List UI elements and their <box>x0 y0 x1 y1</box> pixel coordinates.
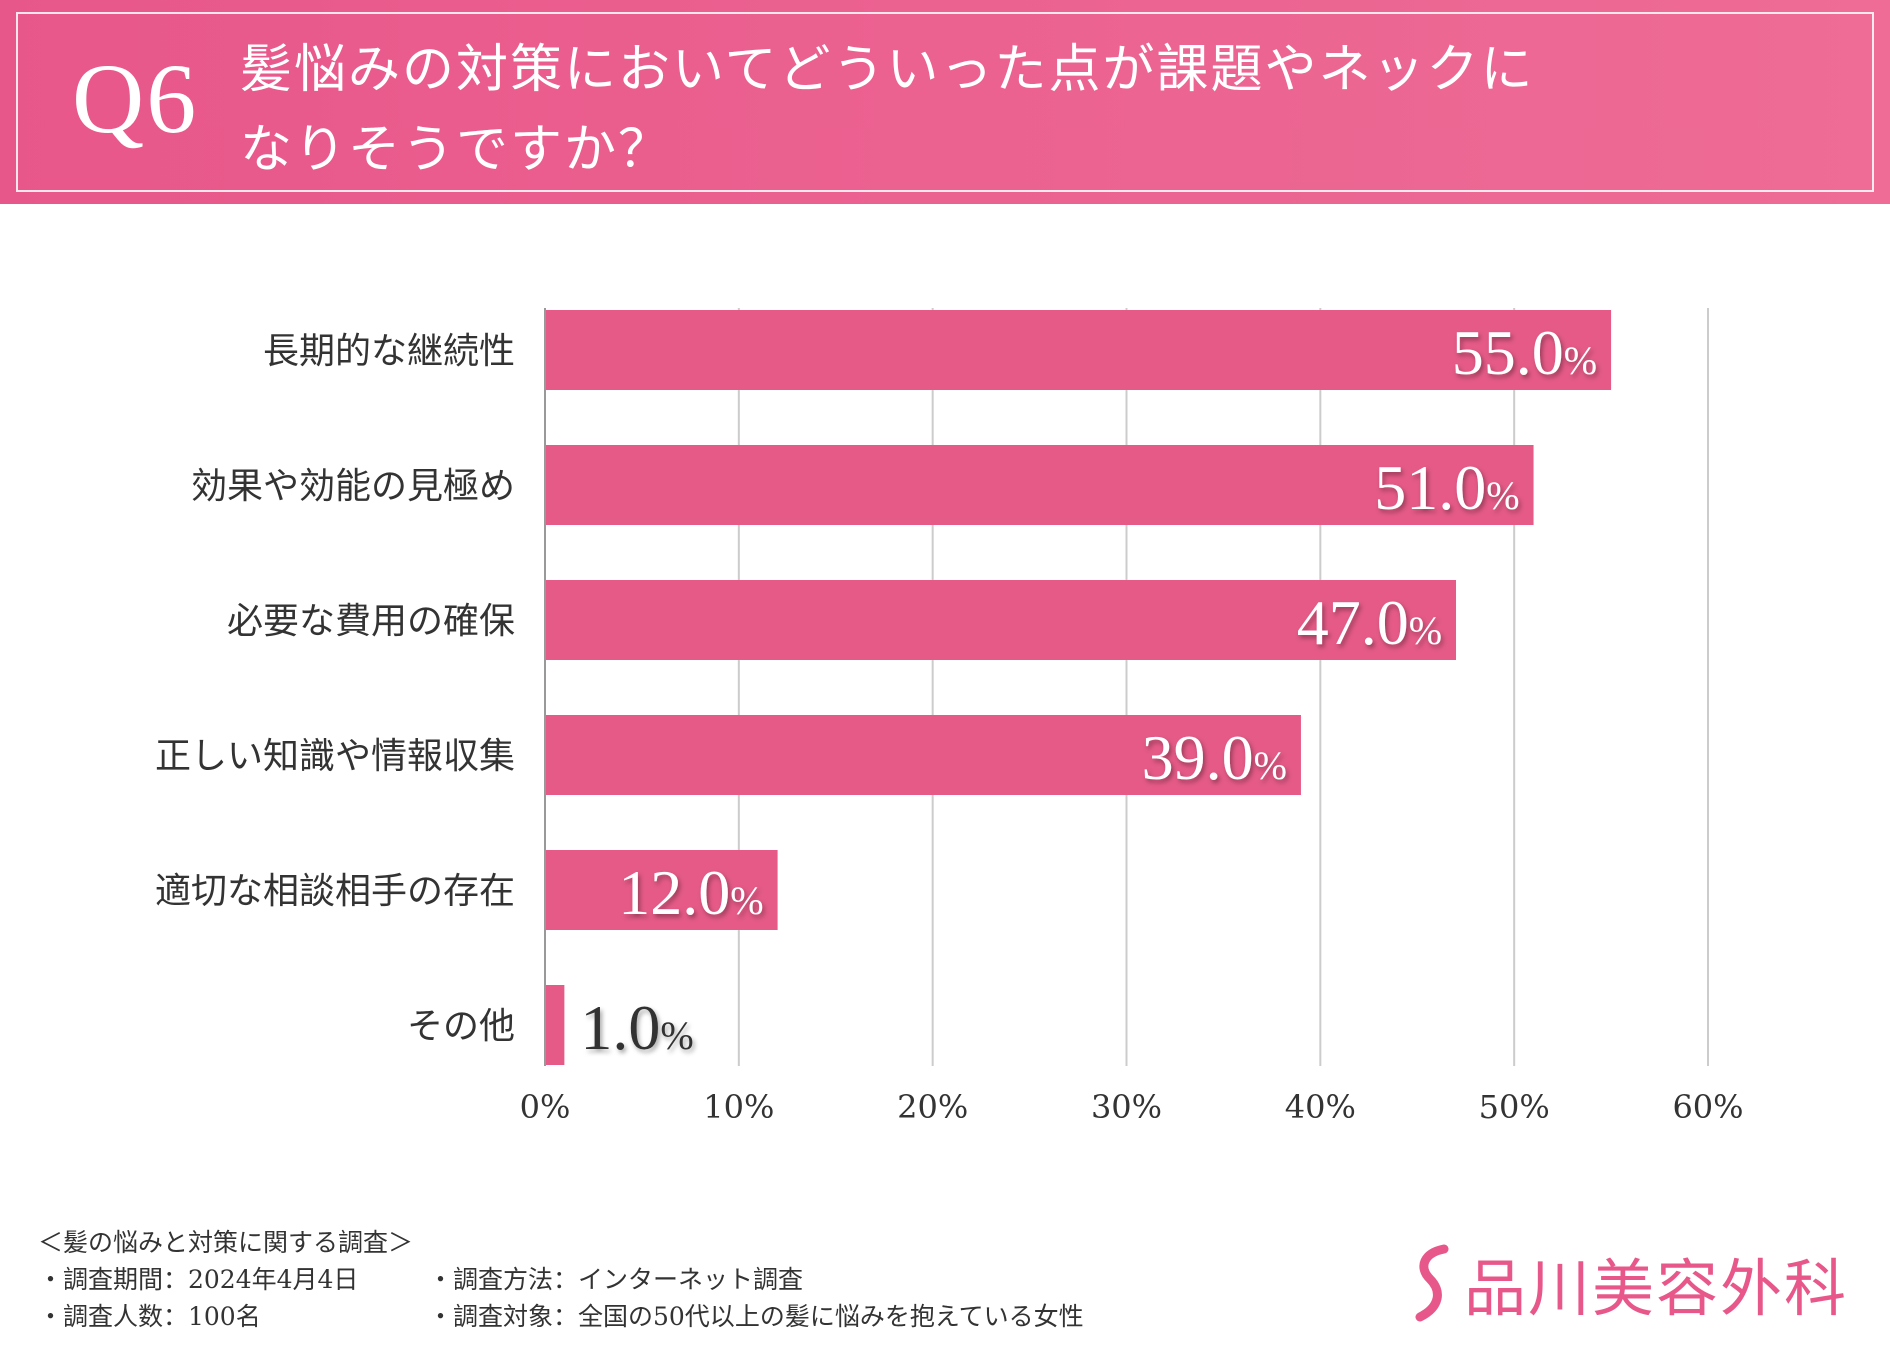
survey-period: ・調査期間：2024年4月4日 <box>38 1265 359 1294</box>
bar-chart: 0% 10% 20% 30% 40% 50% 60% 長期的な継続性 55.0% 効果や効能の見極… <box>155 308 1744 1126</box>
bar <box>545 310 1612 390</box>
header-banner: Q6 髪悩みの対策においてどういった点が課題やネックに なりそうですか？ <box>0 0 1890 204</box>
survey-footer: ＜髪の悩みと対策に関する調査＞ ・調査期間：2024年4月4日 ・調査方法：イン… <box>38 1224 1238 1335</box>
s-curve-logo-icon <box>1415 1244 1449 1322</box>
x-tick-label: 60% <box>1672 1088 1743 1126</box>
survey-count: ・調査人数：100名 <box>38 1302 261 1331</box>
data-label: 47.0% <box>1297 587 1442 658</box>
data-label: 1.0% <box>580 992 693 1063</box>
x-tick-label: 10% <box>703 1088 774 1126</box>
survey-target: ・調査対象：全国の50代以上の髪に悩みを抱えている女性 <box>428 1302 1084 1331</box>
brand-logo: 品川美容外科 <box>1410 1238 1848 1328</box>
survey-title: ＜髪の悩みと対策に関する調査＞ <box>38 1228 414 1257</box>
data-label: 55.0% <box>1452 317 1597 388</box>
bar <box>545 580 1457 660</box>
category-label: 効果や効能の見極め <box>191 466 515 507</box>
x-tick-label: 20% <box>897 1088 968 1126</box>
data-label: 12.0% <box>618 857 763 928</box>
header-frame <box>16 12 1874 192</box>
bar <box>545 445 1534 525</box>
category-label: その他 <box>407 1006 515 1047</box>
bar <box>545 715 1301 795</box>
x-tick-label: 30% <box>1091 1088 1162 1126</box>
question-title: 髪悩みの対策においてどういった点が課題やネックに なりそうですか？ <box>240 40 1535 180</box>
x-tick-label: 0% <box>520 1088 571 1126</box>
bar <box>545 985 565 1065</box>
category-label: 正しい知識や情報収集 <box>155 736 515 777</box>
survey-method: ・調査方法：インターネット調査 <box>428 1265 804 1294</box>
brand-name: 品川美容外科 <box>1464 1252 1849 1325</box>
bar <box>545 850 778 930</box>
data-label: 51.0% <box>1374 452 1519 523</box>
x-tick-label: 50% <box>1479 1088 1550 1126</box>
data-label: 39.0% <box>1142 722 1287 793</box>
category-label: 長期的な継続性 <box>263 331 515 372</box>
category-label: 必要な費用の確保 <box>227 601 515 642</box>
question-label: Q6 <box>72 43 199 154</box>
category-label: 適切な相談相手の存在 <box>155 871 515 912</box>
x-tick-label: 40% <box>1285 1088 1356 1126</box>
